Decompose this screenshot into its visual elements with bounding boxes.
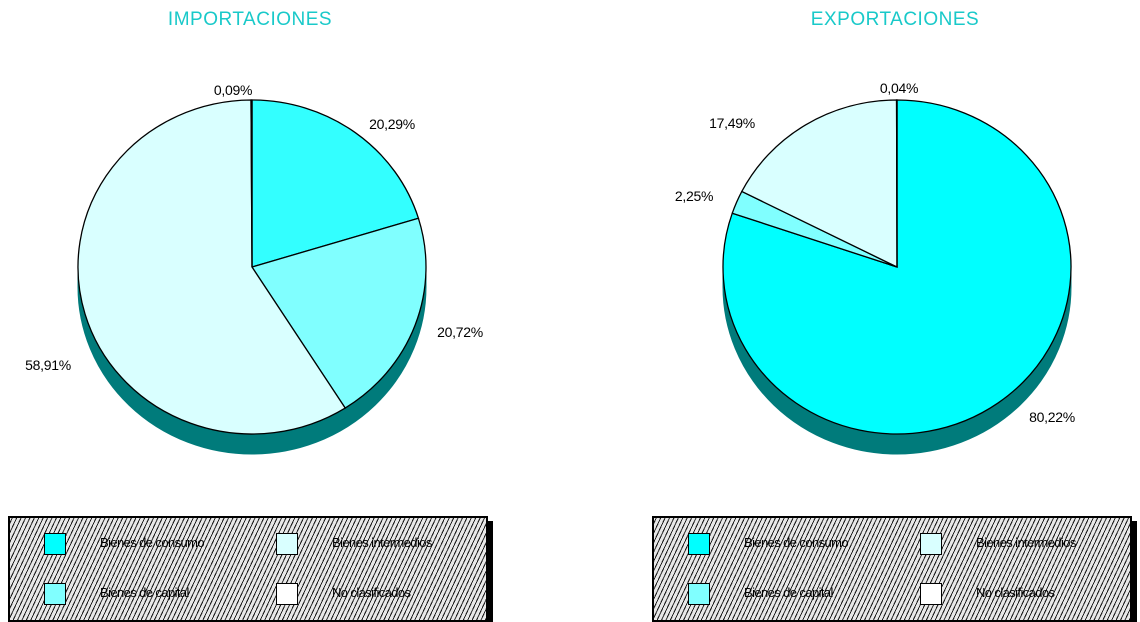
legend-swatch xyxy=(276,583,298,605)
slice-label: 17,49% xyxy=(709,115,755,131)
legend-label: No clasificados xyxy=(976,585,1054,600)
slice-label: 0,09% xyxy=(214,82,252,98)
legend-swatch xyxy=(920,583,942,605)
slice-label: 20,72% xyxy=(437,324,483,340)
legend-swatch xyxy=(44,583,66,605)
legend-swatch xyxy=(276,533,298,555)
legend-swatch xyxy=(688,533,710,555)
chart-exportaciones: EXPORTACIONES 80,22%2,25%17,49%0,04% Bie… xyxy=(570,0,1140,619)
legend-label: Bienes de consumo xyxy=(744,535,848,550)
slice-label: 80,22% xyxy=(1029,409,1075,425)
legend-label: Bienes de consumo xyxy=(100,535,204,550)
legend-label: No clasificados xyxy=(332,585,410,600)
legend-label: Bienes intermedios xyxy=(332,535,432,550)
legend-swatch xyxy=(688,583,710,605)
legend-swatch xyxy=(920,533,942,555)
legend: Bienes de consumo Bienes intermedios Bie… xyxy=(8,516,488,622)
slice-label: 2,25% xyxy=(675,188,713,204)
slice-label: 20,29% xyxy=(369,116,415,132)
slice-label: 0,04% xyxy=(880,80,918,96)
legend-label: Bienes de capital xyxy=(100,585,189,600)
legend: Bienes de consumo Bienes intermedios Bie… xyxy=(652,516,1132,622)
slice-label: 58,91% xyxy=(25,357,71,373)
legend-label: Bienes de capital xyxy=(744,585,833,600)
chart-importaciones: IMPORTACIONES 20,29%20,72%58,91%0,09% Bi… xyxy=(0,0,570,619)
legend-swatch xyxy=(44,533,66,555)
legend-label: Bienes intermedios xyxy=(976,535,1076,550)
